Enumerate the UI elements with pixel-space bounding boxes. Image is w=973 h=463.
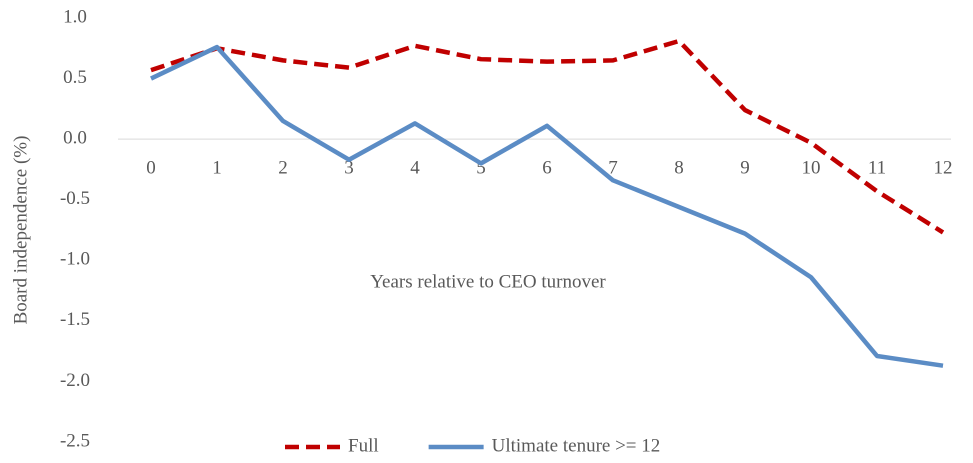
line-series — [150, 44, 944, 368]
x-tick-label: 7 — [608, 158, 618, 179]
y-tick-label: -1.5 — [60, 309, 90, 330]
legend-label: Full — [348, 435, 379, 456]
y-tick-label: 0.0 — [63, 128, 87, 149]
x-tick-label: 10 — [802, 158, 821, 179]
y-tick-label: -2.5 — [60, 430, 90, 451]
y-tick-label: -1.0 — [60, 249, 90, 270]
x-tick-label: 6 — [542, 158, 552, 179]
x-tick-label: 11 — [868, 158, 886, 179]
x-tick-label: 9 — [740, 158, 750, 179]
y-axis-title: Board independence (%) — [10, 136, 31, 325]
x-tick-label: 5 — [476, 158, 486, 179]
x-tick-label: 8 — [674, 158, 684, 179]
y-tick-label: -0.5 — [60, 188, 90, 209]
line-series — [150, 38, 945, 235]
y-tick-label: 1.0 — [63, 6, 87, 27]
x-axis-title: Years relative to CEO turnover — [370, 271, 606, 292]
x-tick-label: 0 — [146, 158, 156, 179]
x-tick-label: 12 — [934, 158, 953, 179]
y-tick-label: 0.5 — [63, 67, 87, 88]
x-tick-label: 3 — [344, 158, 354, 179]
x-tick-label: 1 — [212, 158, 222, 179]
x-tick-label: 4 — [410, 158, 420, 179]
legend-label: Ultimate tenure >= 12 — [492, 435, 661, 456]
x-tick-label: 2 — [278, 158, 288, 179]
y-tick-label: -2.0 — [60, 370, 90, 391]
